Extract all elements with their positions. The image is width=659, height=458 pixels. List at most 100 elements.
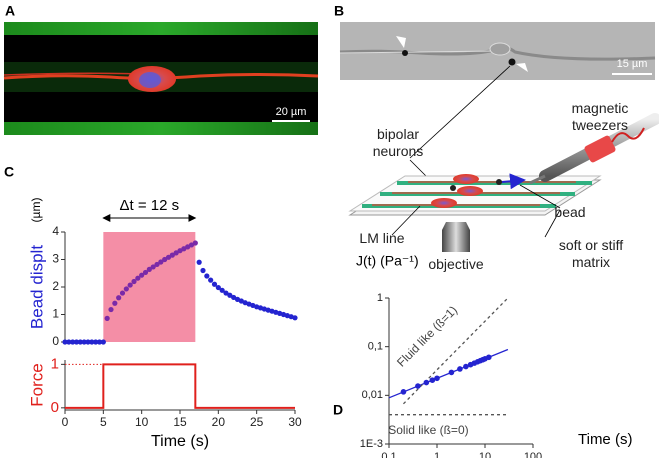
data-point — [227, 292, 233, 298]
x-axis-label: Time (s) — [151, 433, 209, 450]
data-point — [169, 252, 175, 258]
y-tick-label: 0,1 — [368, 341, 383, 353]
data-point — [211, 281, 218, 287]
data-point — [81, 339, 87, 345]
data-point — [112, 300, 118, 306]
data-point — [119, 290, 126, 296]
data-point — [73, 339, 80, 345]
data-point — [181, 246, 187, 252]
y-tick-label: 0 — [51, 399, 59, 416]
y-tick-label: 1 — [377, 292, 383, 304]
data-point — [131, 278, 137, 285]
data-point — [108, 306, 114, 313]
data-point — [208, 277, 214, 283]
reference-line — [402, 297, 509, 405]
panel-label: A — [5, 3, 15, 19]
data-point — [177, 248, 183, 254]
y-axis-label: Force — [27, 363, 46, 406]
data-point — [223, 290, 229, 296]
data-point — [142, 269, 149, 276]
data-point — [231, 294, 237, 301]
data-point — [200, 267, 206, 274]
data-point — [185, 244, 191, 250]
x-tick-label: 0 — [62, 415, 69, 429]
data-point — [93, 339, 99, 345]
y-tick-label: 0,01 — [362, 389, 383, 401]
data-point — [100, 339, 106, 345]
data-point — [154, 261, 160, 268]
data-point — [70, 339, 76, 345]
x-tick-label: 10 — [135, 415, 149, 429]
panel-label: D — [333, 402, 343, 418]
data-point — [415, 383, 421, 389]
x-tick-label: 25 — [250, 415, 264, 429]
scale-bar-label: 15 µm — [617, 58, 648, 70]
data-point — [104, 315, 110, 321]
data-point — [457, 366, 463, 372]
data-point — [486, 354, 492, 361]
y-tick-label: 1 — [51, 355, 59, 372]
data-point — [127, 282, 133, 288]
data-point — [89, 339, 95, 345]
x-tick-label: 100 — [524, 451, 542, 458]
y-tick-label: 2 — [52, 279, 59, 293]
panel-label: B — [334, 3, 344, 19]
y-tick-label: 1E-3 — [360, 438, 383, 450]
diagram-label: soft or stiff matrix — [558, 237, 624, 270]
data-point — [423, 379, 430, 386]
data-point — [77, 339, 83, 345]
y-axis-label: Bead displt — [27, 245, 46, 329]
data-point — [434, 375, 440, 382]
data-point — [448, 369, 455, 376]
diagram-label: objective — [428, 256, 484, 272]
data-point — [204, 273, 210, 279]
data-point — [158, 259, 164, 265]
brightfield-image: 15 µm — [339, 22, 656, 80]
data-point — [85, 339, 91, 345]
line-label: Solid like (ß=0) — [388, 423, 468, 437]
data-point — [292, 315, 298, 321]
data-point — [66, 339, 72, 345]
data-point — [62, 339, 68, 345]
data-point — [150, 264, 156, 270]
panel-label: C — [4, 164, 14, 180]
data-point — [429, 377, 436, 383]
x-axis-label: Time (s) — [578, 431, 632, 448]
data-point — [196, 259, 202, 265]
diagram-label: bipolar neurons — [372, 126, 424, 159]
diagram-label: LM line — [359, 230, 405, 246]
data-point — [215, 284, 221, 291]
data-point — [165, 254, 172, 260]
x-tick-label: 5 — [100, 415, 107, 429]
x-tick-label: 15 — [173, 415, 187, 429]
y-tick-label: 3 — [52, 252, 59, 266]
x-tick-label: 1 — [434, 451, 440, 458]
data-point — [463, 363, 469, 370]
y-tick-label: 1 — [52, 307, 59, 321]
data-point — [188, 242, 195, 248]
data-point — [96, 339, 103, 345]
fluorescence-image: 20 µm — [3, 22, 319, 135]
data-point — [162, 256, 168, 263]
y-tick-label: 4 — [52, 224, 59, 238]
diagram-label: bead — [554, 204, 586, 220]
y-axis-label: J(t) (Pa⁻¹) — [356, 253, 419, 269]
x-tick-label: 10 — [479, 451, 491, 458]
data-point — [146, 266, 152, 272]
scale-bar-label: 20 µm — [276, 106, 307, 118]
axis-unit: (µm) — [29, 198, 43, 223]
annotation: Δt = 12 s — [120, 197, 180, 214]
data-point — [219, 287, 225, 293]
y-tick-label: 0 — [52, 334, 59, 348]
x-tick-label: 30 — [288, 415, 302, 429]
force-line — [65, 363, 295, 409]
data-point — [116, 295, 122, 301]
line-label: Fluid like (ß=1) — [394, 303, 460, 370]
data-point — [192, 240, 198, 246]
x-tick-label: 20 — [212, 415, 226, 429]
data-point — [400, 389, 407, 395]
data-point — [139, 272, 145, 278]
data-point — [123, 286, 129, 292]
